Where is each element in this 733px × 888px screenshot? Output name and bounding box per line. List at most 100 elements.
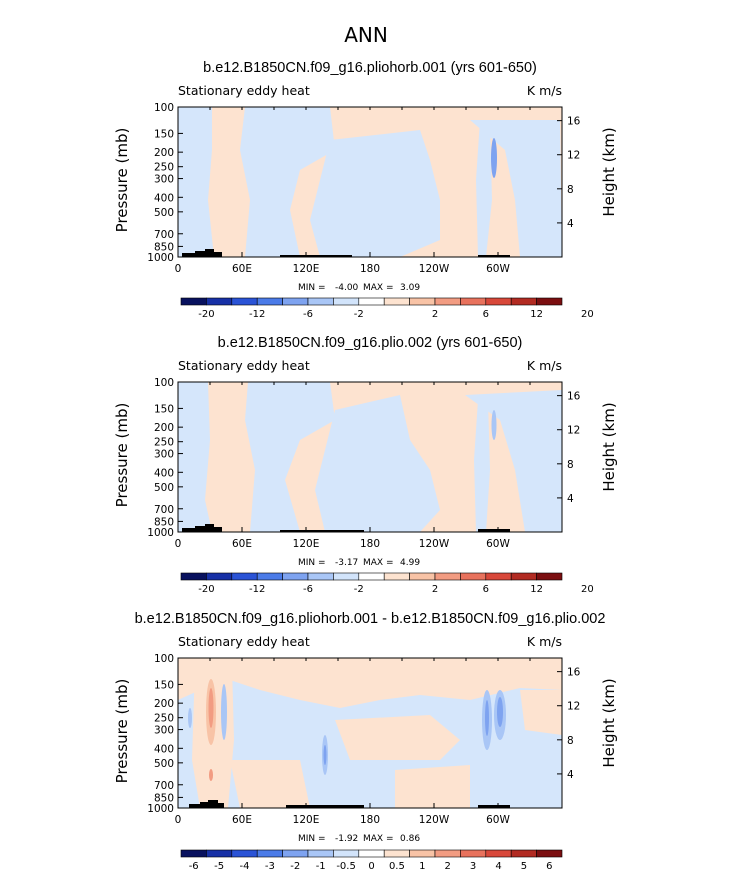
panel-3-colorbar-box [206, 849, 233, 858]
panel-3: b.e12.B1850CN.f09_g16.pliohorb.001 - b.e… [113, 611, 618, 872]
panel-3-colorbar-label: 0.5 [389, 861, 405, 872]
panel-2-ytick-label: 400 [154, 467, 174, 479]
panel-3-colorbar-box [510, 849, 537, 858]
panel-1-ytick-label: 200 [154, 147, 174, 159]
panel-2-colorbar-box [536, 572, 563, 581]
panel-1-colorbar-box [231, 297, 258, 306]
panel-3-colorbar-box [256, 849, 283, 858]
panel-2-left-subtitle: Stationary eddy heat [178, 358, 310, 373]
panel-3-xtick-label: 60E [232, 814, 252, 826]
panel-1-colorbar-label: -2 [354, 309, 364, 320]
panel-3-colorbar-label: 6 [546, 861, 552, 872]
panel-2-xtick-label: 120W [419, 538, 450, 550]
panel-3-neg-core-a [221, 684, 227, 740]
panel-1-xtick-label: 120W [419, 263, 450, 275]
panel-3-left-subtitle: Stationary eddy heat [178, 634, 310, 649]
panel-3-min-value: -1.92 [335, 834, 358, 844]
panel-3-colorbar-box [434, 849, 461, 858]
panel-3-ytick-right-label: 16 [567, 667, 581, 679]
panel-2-ytick-label: 150 [154, 403, 174, 415]
panel-2-ylabel-right: Height (km) [600, 402, 618, 491]
panel-1-ytick-label: 1000 [147, 252, 174, 264]
panel-2-ylabel: Pressure (mb) [113, 403, 131, 508]
panel-1-neg-core [491, 138, 497, 178]
panel-1-ytick-right-label: 16 [567, 116, 581, 128]
panel-2-colorbar-label: 6 [483, 584, 489, 595]
panel-2-colorbar-box [231, 572, 258, 581]
panel-1-colorbar-label: -12 [249, 309, 265, 320]
panel-1-colorbar: -20 -12 -6 -2 2 6 12 20 [180, 297, 594, 320]
panel-2-colorbar-box [510, 572, 537, 581]
panel-1-xtick-label: 60W [486, 263, 510, 275]
panel-2-ytick-right-label: 4 [567, 493, 574, 505]
panel-3-neg-core-h [497, 697, 503, 727]
panel-1-colorbar-label: 6 [483, 309, 489, 320]
panel-3-ytick-label: 150 [154, 679, 174, 691]
panel-3-colorbar-label: 3 [470, 861, 476, 872]
panel-3-pos-core-c [209, 769, 213, 781]
panel-3-ytick-label: 300 [154, 725, 174, 737]
panel-3-ylabel-right: Height (km) [600, 678, 618, 767]
panel-3-colorbar-box [409, 849, 436, 858]
panel-2-colorbar-box [256, 572, 283, 581]
panel-2-colorbar-box [409, 572, 436, 581]
panel-3-colorbar-box [282, 849, 309, 858]
panel-2-colorbar-box [383, 572, 410, 581]
panel-3-xtick-label: 180 [360, 814, 380, 826]
panel-2-min-value: -3.17 [335, 558, 358, 568]
panel-1-colorbar-box [358, 297, 385, 306]
panel-1-ytick-label: 150 [154, 128, 174, 140]
panel-3-pos-region-f [395, 765, 470, 808]
panel-3-ytick-label: 250 [154, 713, 174, 725]
panel-2-xtick-label: 120E [293, 538, 320, 550]
panel-3-contour-field [178, 658, 562, 808]
panel-2-colorbar-box [333, 572, 360, 581]
panel-1-max-value: 3.09 [400, 283, 420, 293]
panel-3-ytick-right-label: 8 [567, 735, 574, 747]
panel-1-colorbar-box [460, 297, 487, 306]
panel-3-pos-region-c [335, 715, 460, 760]
panel-2-ytick-label: 200 [154, 422, 174, 434]
panel-1-contour-field [178, 107, 562, 257]
panel-1-ytick-label: 850 [154, 241, 174, 253]
panel-3-colorbar-box [358, 849, 385, 858]
panel-2-neg-region-a [178, 382, 212, 532]
main-title: ANN [344, 23, 388, 47]
panel-1-xtick-label: 0 [175, 263, 182, 275]
panel-3-colorbar-label: 2 [445, 861, 451, 872]
panel-1-ylabel-right: Height (km) [600, 127, 618, 216]
panel-1-colorbar-label: -20 [198, 309, 214, 320]
panel-2-xtick-label: 180 [360, 538, 380, 550]
panel-1-neg-region-c [310, 130, 440, 257]
panel-3-xtick-label: 0 [175, 814, 182, 826]
panel-3-neg-core-b [188, 708, 192, 728]
panel-3-ytick-label: 200 [154, 698, 174, 710]
panel-1-colorbar-box [180, 297, 207, 306]
panel-1-colorbar-box [333, 297, 360, 306]
panel-2-ytick-label: 1000 [147, 527, 174, 539]
panel-3-colorbar-box [485, 849, 512, 858]
panel-2-colorbar-box [434, 572, 461, 581]
panel-1-colorbar-box [434, 297, 461, 306]
panel-2-colorbar-label: -20 [198, 584, 214, 595]
panel-3-xtick-label: 120W [419, 814, 450, 826]
panel-2-contour-field [178, 382, 562, 532]
panel-3-ytick-right-label: 4 [567, 769, 574, 781]
panel-1-ytick-label: 500 [154, 207, 174, 219]
panel-2-ytick-label: 500 [154, 482, 174, 494]
panel-2-xtick-label: 0 [175, 538, 182, 550]
panel-3-ytick-label: 850 [154, 792, 174, 804]
panel-3-topography [189, 800, 510, 808]
panel-3-xtick-label: 60W [486, 814, 510, 826]
panel-2-colorbar-label: 2 [432, 584, 438, 595]
panel-1-colorbar-box [409, 297, 436, 306]
panel-1-xtick-label: 60E [232, 263, 252, 275]
panel-3-colorbar-box [460, 849, 487, 858]
panel-2-xtick-label: 60W [486, 538, 510, 550]
panel-2-neg-region-b [245, 382, 335, 532]
panel-2-ytick-label: 250 [154, 437, 174, 449]
panel-2-colorbar-box [460, 572, 487, 581]
panel-2-colorbar-box [358, 572, 385, 581]
panel-1-neg-region-b [240, 107, 335, 257]
